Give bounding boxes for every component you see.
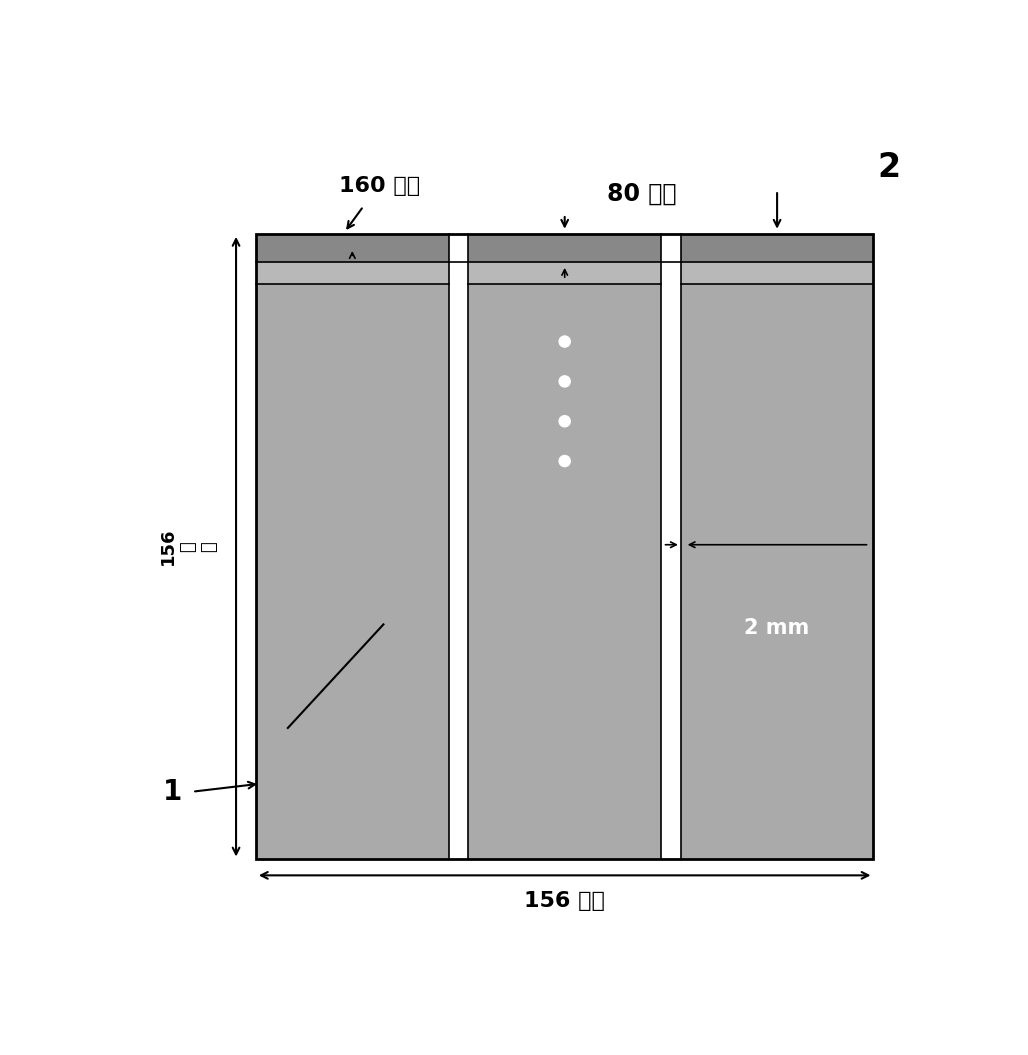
Bar bbox=[256, 262, 448, 284]
Text: 156
微
米: 156 微 米 bbox=[158, 528, 218, 565]
Bar bbox=[469, 284, 661, 860]
Bar bbox=[448, 234, 469, 860]
Circle shape bbox=[559, 335, 571, 347]
Bar bbox=[681, 234, 874, 262]
Bar bbox=[256, 234, 874, 860]
Text: 2: 2 bbox=[878, 151, 901, 185]
Circle shape bbox=[559, 376, 571, 387]
Bar bbox=[469, 234, 661, 262]
Text: 2 mm: 2 mm bbox=[744, 618, 810, 638]
Bar bbox=[681, 284, 874, 860]
Bar bbox=[256, 234, 874, 860]
Text: 160 微米: 160 微米 bbox=[339, 176, 420, 196]
Bar bbox=[661, 234, 681, 860]
Text: 80 微米: 80 微米 bbox=[607, 183, 676, 206]
Bar bbox=[681, 262, 874, 284]
Text: 156 微米: 156 微米 bbox=[524, 890, 605, 910]
Bar bbox=[256, 234, 448, 262]
Bar bbox=[256, 284, 448, 860]
Circle shape bbox=[559, 416, 571, 427]
Text: 1: 1 bbox=[162, 778, 182, 806]
Bar bbox=[469, 262, 661, 284]
Circle shape bbox=[559, 456, 571, 466]
